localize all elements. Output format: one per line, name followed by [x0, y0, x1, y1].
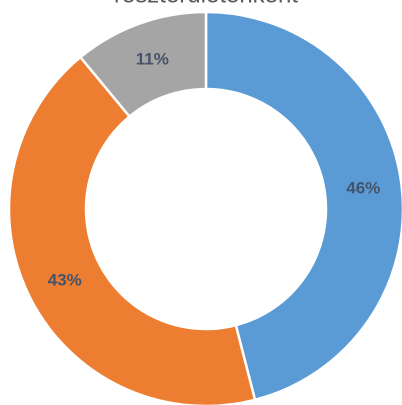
donut-segment: [204, 10, 402, 402]
data-label: 43%: [48, 270, 82, 289]
chart-title: részterületenként: [114, 0, 298, 8]
data-label: 46%: [346, 179, 380, 198]
donut-segment: [78, 10, 208, 119]
donut-segment: [7, 55, 257, 405]
data-label: 11%: [136, 49, 169, 68]
